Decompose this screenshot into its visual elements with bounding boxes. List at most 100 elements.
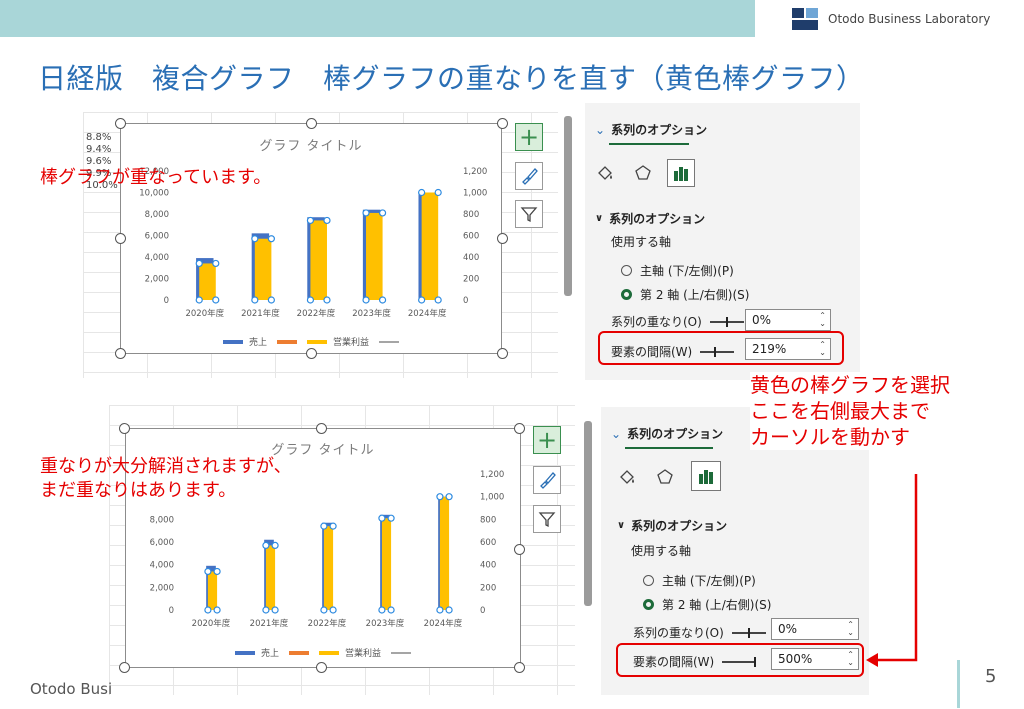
chart-title[interactable]: グラフ タイトル (271, 443, 375, 458)
overlap-slider[interactable] (731, 627, 766, 638)
selection-marker (434, 188, 442, 197)
chart-top[interactable]: グラフ タイトル 0 2,000 4,000 6,000 8,000 10,000 12,0… (120, 123, 502, 354)
instruction-callout: 黄色の棒グラフを選択 ここを右側最大まで カーソルを動かす (750, 372, 950, 450)
resize-handle[interactable] (115, 118, 126, 129)
series-options-tab[interactable] (667, 159, 695, 187)
chart-legend[interactable]: 売上 営業利益 (121, 335, 501, 348)
tab-series-options[interactable]: ⌄ 系列のオプション (611, 425, 723, 442)
selection-marker (362, 209, 370, 217)
bar-operating-profit (207, 571, 218, 610)
spin-arrows-icon[interactable]: ⌃ ⌄ (819, 340, 826, 357)
tab-series-options[interactable]: ⌄ 系列のオプション (595, 121, 707, 138)
selection-marker (271, 606, 279, 614)
slider-knob[interactable] (747, 627, 750, 638)
slider-knob[interactable] (725, 316, 728, 327)
gap-spinner[interactable]: 219% ⌃ ⌄ (745, 338, 831, 360)
primary-axis-radio[interactable]: 主軸 (下/左側)(P) (621, 262, 734, 279)
selection-marker (320, 606, 328, 614)
gap-value[interactable]: 500% (778, 652, 813, 666)
resize-handle[interactable] (514, 423, 525, 434)
tab-underline (609, 143, 689, 145)
chart-styles-button[interactable] (515, 162, 543, 190)
footer-text: Otodo Busi (30, 680, 113, 698)
chart-plot: 0 2,000 4,000 6,000 8,000 10,000 12,000 0 200 400… (139, 167, 487, 319)
secondary-axis-radio[interactable]: 第 2 軸 (上/右側)(S) (643, 596, 771, 613)
y2-tick-label: 1,000 (480, 493, 504, 503)
resize-handle[interactable] (497, 233, 508, 244)
y2-tick-label: 200 (463, 275, 479, 285)
gap-row: 要素の間隔(W) (633, 653, 764, 670)
fill-line-tab[interactable] (613, 463, 641, 491)
overlap-spinner[interactable]: 0% ⌃ ⌄ (745, 309, 831, 331)
chart-filters-button[interactable] (533, 505, 561, 533)
resize-handle[interactable] (115, 348, 126, 359)
bar-operating-profit (366, 212, 383, 300)
tab-underline (625, 447, 713, 449)
slider-knob[interactable] (714, 346, 717, 357)
x-tick-label: 2022年度 (308, 618, 347, 629)
gap-label: 要素の間隔(W) (611, 345, 693, 359)
paint-bucket-icon (598, 166, 612, 180)
highlight-gap-bottom (616, 643, 864, 677)
sheet-scrollbar[interactable] (564, 116, 572, 296)
brand: Otodo Business Laboratory (755, 0, 1024, 37)
sheet-scrollbar[interactable] (584, 421, 592, 606)
chart-styles-button[interactable] (533, 466, 561, 494)
resize-handle[interactable] (306, 348, 317, 359)
overlap-value[interactable]: 0% (778, 622, 798, 636)
header-bar (0, 0, 755, 37)
pentagon-icon (635, 165, 651, 180)
chart-legend[interactable]: 売上 営業利益 (126, 646, 520, 659)
gap-spinner[interactable]: 500% ⌃ ⌄ (771, 648, 859, 670)
section-series-options[interactable]: ∨ 系列のオプション (617, 517, 727, 534)
resize-handle[interactable] (316, 662, 327, 673)
section-series-options[interactable]: ∨ 系列のオプション (595, 210, 705, 227)
page-number: 5 (985, 666, 997, 687)
chart-elements-button[interactable]: + (533, 426, 561, 454)
y2-tick-label: 0 (480, 606, 485, 616)
note-line: 重なりが大分解消されますが、 (40, 456, 292, 477)
chart-filters-button[interactable] (515, 200, 543, 228)
legend-label: 売上 (248, 338, 267, 348)
resize-handle[interactable] (119, 423, 130, 434)
radio-on (621, 289, 632, 300)
resize-handle[interactable] (497, 348, 508, 359)
overlap-value[interactable]: 0% (752, 313, 772, 327)
series-options-tab[interactable] (691, 461, 721, 491)
spin-arrows-icon[interactable]: ⌃ ⌄ (847, 620, 854, 637)
y-tick-label: 8,000 (145, 210, 169, 220)
bar-operating-profit (421, 192, 439, 300)
overlap-slider[interactable] (709, 316, 744, 327)
slider-knob[interactable] (754, 656, 757, 667)
gap-value[interactable]: 219% (752, 342, 787, 356)
resize-handle[interactable] (306, 118, 317, 129)
resize-handle[interactable] (115, 233, 126, 244)
selection-marker (195, 259, 203, 268)
gap-slider[interactable] (722, 656, 757, 667)
resize-handle[interactable] (514, 544, 525, 555)
resize-handle[interactable] (316, 423, 327, 434)
brand-logo-icon (792, 7, 818, 30)
chevron-down-icon: ⌄ (595, 122, 606, 137)
secondary-axis-radio[interactable]: 第 2 軸 (上/右側)(S) (621, 286, 749, 303)
resize-handle[interactable] (497, 118, 508, 129)
selection-marker (378, 209, 387, 217)
resize-handle[interactable] (119, 662, 130, 673)
highlight-gap-top (598, 331, 844, 365)
effects-tab[interactable] (651, 463, 679, 491)
chart-title[interactable]: グラフ タイトル (259, 139, 363, 154)
spin-arrows-icon[interactable]: ⌃ ⌄ (819, 311, 826, 328)
fill-line-tab[interactable] (591, 159, 619, 187)
legend-swatch (319, 650, 339, 655)
spin-arrows-icon[interactable]: ⌃ ⌄ (847, 650, 854, 667)
chart-bottom[interactable]: グラフ タイトル 0 2,000 4,000 6,000 8,000 0 200 400 600… (125, 428, 521, 668)
gap-slider[interactable] (700, 346, 735, 357)
legend-swatch (289, 650, 309, 655)
radio-label: 第 2 軸 (上/右側)(S) (662, 598, 772, 612)
y-tick-label: 10,000 (139, 189, 169, 199)
resize-handle[interactable] (514, 662, 525, 673)
overlap-spinner[interactable]: 0% ⌃ ⌄ (771, 618, 859, 640)
effects-tab[interactable] (629, 159, 657, 187)
chart-elements-button[interactable]: + (515, 123, 543, 151)
primary-axis-radio[interactable]: 主軸 (下/左側)(P) (643, 572, 756, 589)
